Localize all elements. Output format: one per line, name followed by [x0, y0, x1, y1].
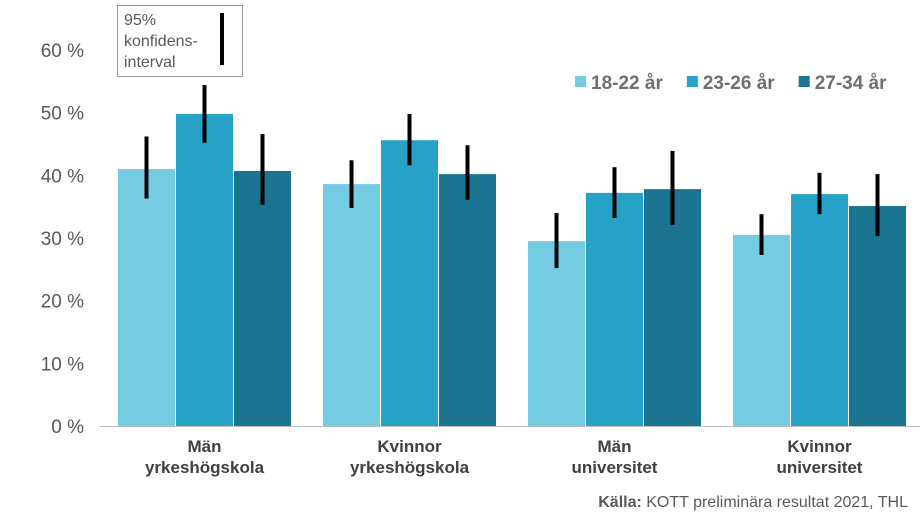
category-label: yrkeshögskola	[350, 458, 470, 477]
category-label: Kvinnor	[377, 437, 442, 456]
bar	[234, 170, 291, 426]
y-tick-label: 60 %	[41, 41, 84, 62]
bar	[644, 189, 701, 426]
bar	[439, 174, 496, 426]
bar	[381, 140, 438, 427]
legend-swatch	[798, 76, 810, 87]
source-label: Källa:	[598, 494, 642, 511]
category-label: Kvinnor	[787, 437, 852, 456]
legend-label: 18-22 år	[591, 73, 663, 94]
bar	[733, 234, 790, 426]
bar	[528, 241, 585, 426]
y-tick-label: 50 %	[41, 104, 84, 125]
y-tick-label: 0 %	[51, 417, 84, 438]
y-tick-label: 20 %	[41, 292, 84, 313]
category-label: Män	[598, 437, 632, 456]
source-note: Källa: KOTT preliminära resultat 2021, T…	[598, 494, 908, 512]
y-tick-label: 40 %	[41, 166, 84, 187]
bar	[323, 184, 380, 426]
bar	[791, 194, 848, 426]
bar	[586, 192, 643, 426]
bar	[118, 169, 175, 427]
category-label: universitet	[777, 458, 863, 477]
source-text: KOTT preliminära resultat 2021, THL	[641, 494, 908, 511]
category-label: Män	[188, 437, 222, 456]
y-tick-label: 30 %	[41, 229, 84, 250]
category-label: yrkeshögskola	[145, 458, 265, 477]
bar	[176, 113, 233, 427]
category-label: universitet	[572, 458, 658, 477]
confidence-interval-note: 95% konfidens-interval	[117, 5, 243, 77]
bar	[849, 206, 906, 426]
legend-swatch	[575, 76, 586, 87]
note-text: 95% konfidens-interval	[124, 12, 198, 71]
ci-sample-bar	[220, 13, 224, 65]
legend-label: 27-34 år	[815, 73, 887, 94]
legend-swatch	[686, 76, 698, 87]
legend-label: 23-26 år	[703, 73, 775, 94]
y-tick-label: 10 %	[41, 354, 84, 375]
